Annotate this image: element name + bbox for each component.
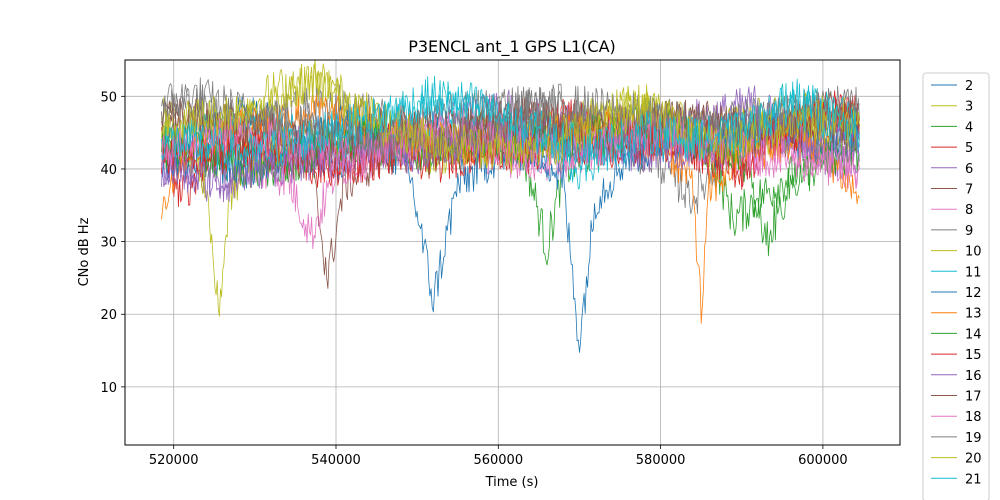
legend-label-10: 10 bbox=[965, 245, 982, 260]
series-line-18 bbox=[161, 111, 860, 186]
x-axis: 520000 540000 560000 580000 600000 bbox=[149, 445, 848, 468]
legend-label-6: 6 bbox=[965, 162, 973, 177]
plot-area bbox=[161, 60, 860, 353]
legend-label-3: 3 bbox=[965, 100, 973, 115]
legend-label-18: 18 bbox=[965, 410, 982, 425]
plot-frame bbox=[124, 59, 901, 446]
x-tick-label: 520000 bbox=[149, 453, 199, 468]
legend-label-4: 4 bbox=[965, 120, 973, 135]
y-tick-label: 40 bbox=[100, 163, 117, 178]
x-tick-label: 540000 bbox=[311, 453, 361, 468]
x-tick-label: 580000 bbox=[636, 453, 686, 468]
legend-label-2: 2 bbox=[965, 79, 973, 94]
legend-label-5: 5 bbox=[965, 141, 973, 156]
legend-label-11: 11 bbox=[965, 265, 982, 280]
legend-label-17: 17 bbox=[965, 390, 982, 405]
legend-label-9: 9 bbox=[965, 224, 973, 239]
legend-label-21: 21 bbox=[965, 472, 982, 487]
legend-label-8: 8 bbox=[965, 203, 973, 218]
y-axis-title: CNo dB Hz bbox=[77, 217, 92, 286]
legend-label-14: 14 bbox=[965, 327, 982, 342]
legend-label-15: 15 bbox=[965, 348, 982, 363]
y-tick-label: 50 bbox=[100, 90, 117, 105]
y-tick-label: 10 bbox=[100, 381, 117, 396]
series-line-6 bbox=[161, 85, 860, 203]
series-line-19 bbox=[161, 77, 860, 167]
legend-box bbox=[922, 72, 990, 500]
legend-label-12: 12 bbox=[965, 286, 982, 301]
y-tick-label: 20 bbox=[100, 308, 117, 323]
legend-label-13: 13 bbox=[965, 307, 982, 322]
legend-label-20: 20 bbox=[965, 452, 982, 467]
x-tick-label: 560000 bbox=[473, 453, 523, 468]
legend: 2 3 4 5 6 7 8 9 10 11 12 13 14 15 16 17 18 19 20 21 bbox=[922, 72, 990, 500]
x-axis-title: Time (s) bbox=[485, 475, 539, 490]
legend-label-7: 7 bbox=[965, 183, 973, 198]
chart-title: P3ENCL ant_1 GPS L1(CA) bbox=[408, 37, 616, 57]
x-tick-label: 600000 bbox=[798, 453, 848, 468]
y-axis: 10 20 30 40 50 bbox=[100, 90, 125, 396]
y-tick-label: 30 bbox=[100, 236, 117, 251]
legend-label-19: 19 bbox=[965, 431, 982, 446]
legend-label-16: 16 bbox=[965, 369, 982, 384]
series-line-21 bbox=[161, 75, 860, 172]
